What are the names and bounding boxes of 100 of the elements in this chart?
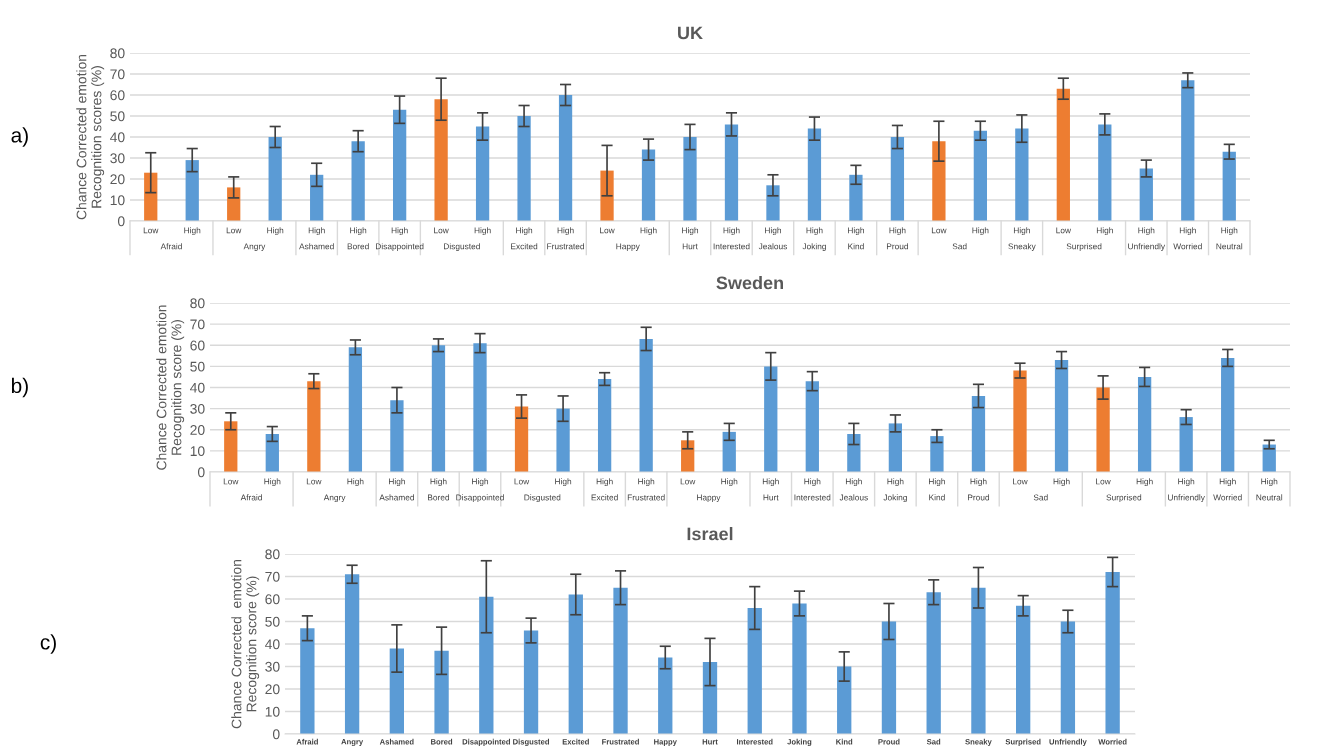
series-label: High bbox=[723, 227, 740, 235]
y-tick-label: 50 bbox=[110, 111, 125, 122]
text: High bbox=[848, 227, 864, 235]
text: High bbox=[516, 227, 533, 235]
x-tick-label: Surprised bbox=[1066, 243, 1102, 251]
text: High bbox=[350, 227, 367, 235]
bar bbox=[344, 574, 360, 734]
bar bbox=[300, 628, 315, 734]
y-tick-label: 60 bbox=[265, 594, 280, 605]
text: High bbox=[804, 478, 821, 487]
x-tick-label: Disappointed bbox=[375, 243, 424, 251]
text: Low bbox=[1056, 227, 1071, 234]
bar bbox=[1105, 572, 1120, 734]
y-tick-label: 0 bbox=[272, 729, 280, 740]
y-tick-label: 80 bbox=[110, 48, 125, 59]
bar bbox=[1060, 621, 1076, 734]
y-tick-label: 80 bbox=[265, 549, 280, 560]
text: High bbox=[640, 227, 657, 235]
text: Low bbox=[223, 478, 239, 485]
y-tick-label: 70 bbox=[190, 319, 205, 330]
x-tick-label: Angry bbox=[323, 494, 346, 503]
x-tick-label: Sad bbox=[1033, 494, 1048, 501]
x-tick-label: Worried bbox=[1173, 243, 1202, 250]
bar bbox=[434, 650, 449, 734]
text: Low bbox=[226, 227, 242, 234]
series-label: High bbox=[721, 478, 738, 487]
x-tick-label: Joking bbox=[883, 494, 907, 503]
text: High bbox=[1221, 227, 1238, 235]
text: Low bbox=[1013, 478, 1028, 485]
x-tick-label: Hurt bbox=[682, 243, 698, 250]
text: High bbox=[1013, 227, 1030, 235]
text: High bbox=[596, 478, 613, 487]
x-tick-label: Frustrated bbox=[547, 243, 585, 250]
text: High bbox=[1136, 478, 1153, 487]
text: High bbox=[555, 478, 572, 487]
text: High bbox=[1178, 478, 1195, 487]
x-tick-label: Bored bbox=[347, 243, 369, 250]
text: c) bbox=[40, 634, 56, 654]
x-tick-label: Kind bbox=[848, 243, 864, 250]
y-tick-label: 30 bbox=[110, 153, 125, 164]
x-tick-label: Neutral bbox=[1216, 243, 1243, 250]
text: b) bbox=[11, 377, 28, 398]
bar bbox=[747, 608, 762, 734]
bar bbox=[792, 603, 807, 734]
bar bbox=[523, 630, 539, 734]
x-tick-label: Excited bbox=[511, 243, 538, 250]
x-tick-label: Jealous bbox=[839, 494, 868, 501]
text: Low bbox=[143, 227, 159, 234]
chart-title: Sweden bbox=[716, 276, 783, 290]
text: High bbox=[1138, 227, 1155, 235]
bar bbox=[971, 587, 986, 734]
x-tick-label: Excited bbox=[591, 494, 618, 501]
y-tick-label: 10 bbox=[190, 446, 205, 457]
text: High bbox=[264, 478, 281, 487]
text: High bbox=[970, 478, 987, 487]
text: High bbox=[472, 478, 489, 487]
text: High bbox=[889, 227, 906, 235]
text: High bbox=[267, 227, 284, 235]
text: High bbox=[765, 227, 781, 235]
x-tick-label: Frustrated bbox=[627, 494, 665, 501]
text: High bbox=[184, 227, 201, 235]
bar bbox=[568, 594, 583, 734]
y-tick-label: 0 bbox=[197, 467, 205, 478]
y-tick-label: 30 bbox=[265, 661, 280, 672]
text: Low bbox=[1096, 478, 1111, 485]
x-tick-label: Happy bbox=[616, 243, 640, 251]
bar bbox=[1016, 605, 1031, 734]
y-axis-title: Chance Corrected emotion Recognition score (%) bbox=[156, 305, 185, 470]
x-tick-label: Worried bbox=[1213, 494, 1242, 501]
x-tick-label: Disappointed bbox=[456, 494, 504, 503]
text: High bbox=[347, 478, 364, 487]
bar bbox=[613, 587, 628, 734]
bar bbox=[926, 592, 941, 734]
bar bbox=[658, 657, 673, 734]
x-tick-label: Surprised bbox=[1106, 494, 1142, 503]
x-tick-label: Joking bbox=[802, 243, 826, 251]
x-tick-label: Neutral bbox=[1256, 494, 1283, 501]
bar bbox=[479, 596, 494, 734]
series-label: Low bbox=[600, 227, 615, 234]
bar bbox=[881, 621, 897, 734]
text: Low bbox=[680, 478, 696, 485]
y-axis-title: Chance Corrected emotion Recognition scores (%) bbox=[76, 54, 105, 220]
text: High bbox=[1053, 478, 1070, 487]
text: High bbox=[430, 478, 447, 487]
chart-title: UK bbox=[678, 26, 703, 40]
y-tick-label: 40 bbox=[110, 132, 125, 143]
text: High bbox=[1219, 478, 1236, 487]
x-tick-label: Sad bbox=[952, 243, 967, 250]
x-tick-label: Proud bbox=[886, 243, 908, 250]
x-tick-label: Sneaky bbox=[1008, 243, 1036, 251]
x-tick-label: Afraid bbox=[160, 243, 182, 250]
y-tick-label: 20 bbox=[110, 174, 125, 185]
x-tick-label: Angry bbox=[243, 243, 266, 251]
text: High bbox=[972, 227, 989, 235]
y-tick-label: 20 bbox=[190, 425, 205, 435]
text: High bbox=[1179, 227, 1196, 235]
text: High bbox=[1261, 478, 1278, 487]
text: High bbox=[762, 478, 779, 487]
x-tick-label: Interested bbox=[794, 494, 831, 501]
bar bbox=[389, 648, 404, 734]
